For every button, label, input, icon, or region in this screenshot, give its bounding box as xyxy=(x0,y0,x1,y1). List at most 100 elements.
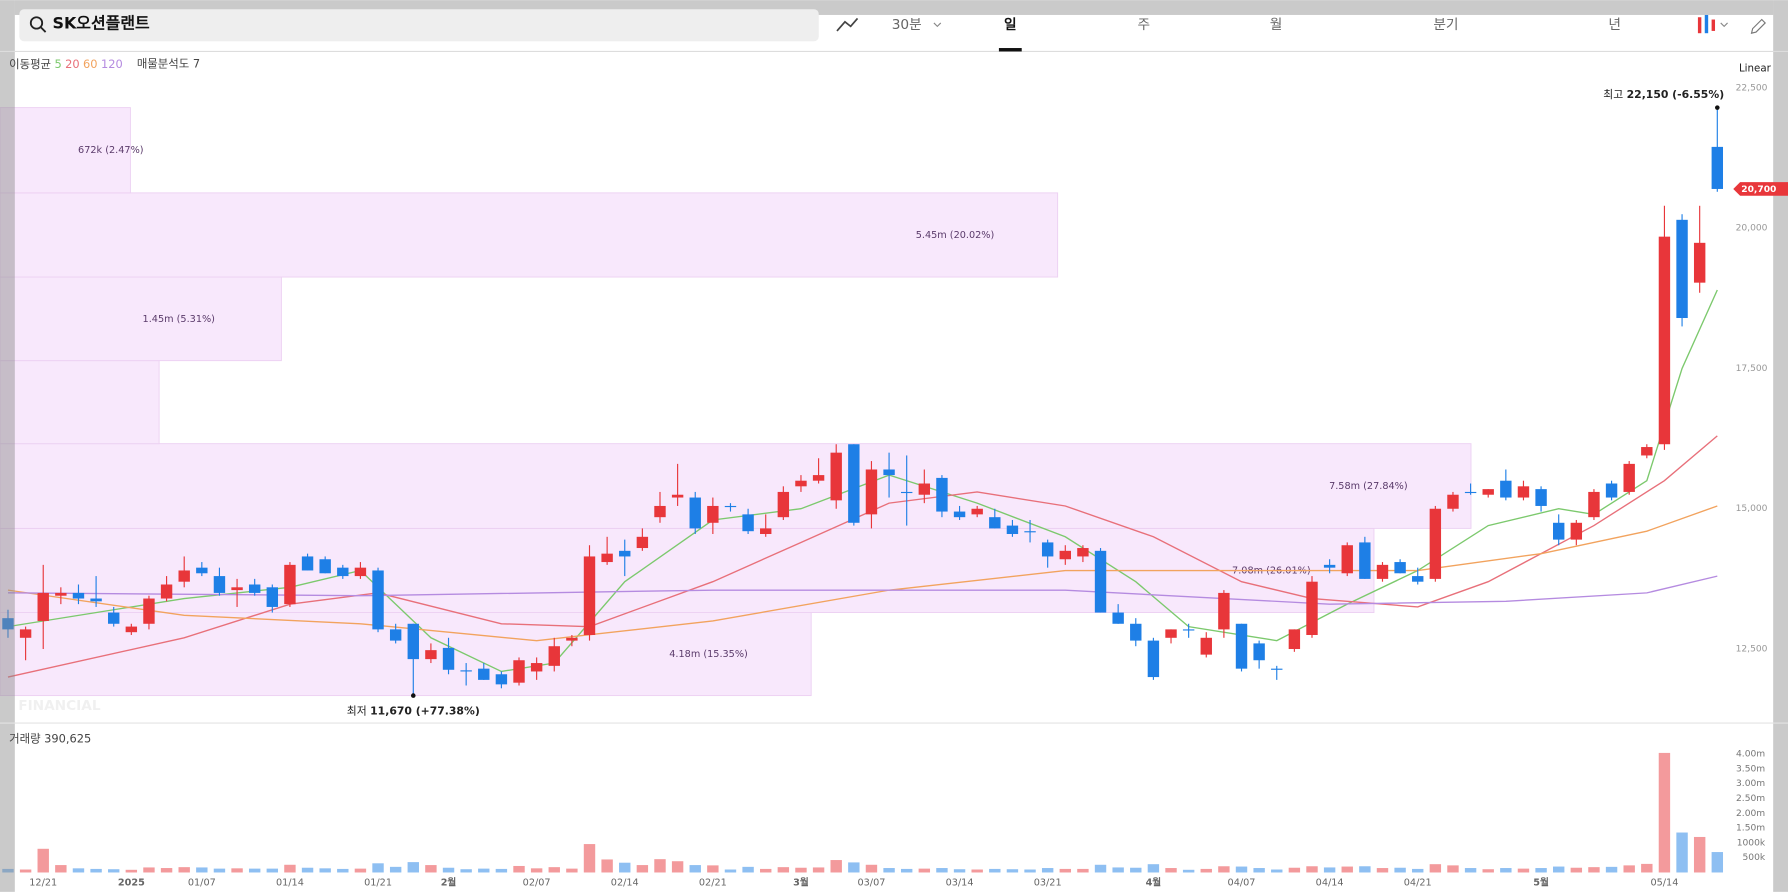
search-box[interactable] xyxy=(19,9,819,42)
candle-body xyxy=(37,592,49,621)
chart-type-icon[interactable] xyxy=(1711,19,1716,31)
profile-bar xyxy=(0,276,282,362)
volume-bar xyxy=(1464,868,1477,873)
candle-body xyxy=(1676,219,1688,319)
x-tick-label: 03/07 xyxy=(857,878,885,889)
candle-body xyxy=(953,511,966,518)
volume-bar xyxy=(337,868,349,873)
volume-bar xyxy=(196,867,208,873)
candle-body xyxy=(1535,489,1547,506)
volume-bar xyxy=(777,867,790,873)
candle-body xyxy=(108,612,120,624)
volume-bar xyxy=(160,868,173,873)
volume-tick-label: 3.00m xyxy=(1736,779,1765,789)
volume-bar xyxy=(460,869,472,873)
volume-bar xyxy=(1271,869,1283,873)
candle-body xyxy=(1464,491,1477,494)
chart-type-icon[interactable] xyxy=(1697,17,1702,34)
ma-legend[interactable]: 이동평균 5 20 60 120 xyxy=(9,56,123,70)
volume-bar xyxy=(830,860,842,873)
candle-body xyxy=(1359,542,1371,579)
candle-body xyxy=(707,505,719,523)
high-marker xyxy=(1715,105,1720,110)
candle-body xyxy=(830,452,842,501)
candle-body xyxy=(1429,508,1442,579)
volume-bar xyxy=(72,868,85,873)
profile-label: 5.45m (20.02%) xyxy=(916,230,995,241)
volume-bar xyxy=(1059,868,1071,873)
volume-bar xyxy=(37,848,49,873)
interval-select[interactable]: 30분 xyxy=(892,17,922,33)
volume-bar xyxy=(918,868,931,873)
candle-body xyxy=(284,564,296,605)
candle-body xyxy=(372,570,384,630)
candle-body xyxy=(1323,564,1336,568)
volume-bar xyxy=(1394,867,1406,873)
candle-body xyxy=(1412,576,1424,582)
volume-bar xyxy=(248,868,261,873)
volume-bar xyxy=(566,868,578,873)
period-tab[interactable]: 주 xyxy=(1137,17,1150,33)
volume-bar xyxy=(583,844,596,873)
profile-bar xyxy=(0,192,1059,278)
volume-bar xyxy=(530,868,543,873)
chart-type-icon[interactable] xyxy=(1704,14,1709,34)
volume-bar xyxy=(1253,868,1265,873)
candle-body xyxy=(1130,623,1142,641)
volume-bar xyxy=(1200,868,1212,873)
period-tab[interactable]: 일 xyxy=(1004,17,1017,33)
volume-bar xyxy=(1112,867,1124,873)
indicator-icon[interactable] xyxy=(836,17,859,32)
ma-legend-item: 5 xyxy=(54,56,61,70)
candle-body xyxy=(989,517,1001,529)
volume-tick-label: 3.50m xyxy=(1736,764,1765,774)
volume-bar xyxy=(1412,868,1424,873)
volume-bar xyxy=(760,868,772,873)
volume-bar xyxy=(354,868,367,873)
profile-bar xyxy=(0,360,160,445)
volume-legend[interactable]: 거래량 390,625 xyxy=(9,732,91,746)
candle-body xyxy=(671,494,684,498)
chevron xyxy=(1720,22,1728,28)
scale-mode[interactable]: Linear xyxy=(1739,63,1772,75)
candle-body xyxy=(812,475,825,481)
volume-bar xyxy=(372,863,384,873)
volume-bar xyxy=(989,868,1001,873)
period-tab[interactable]: 년 xyxy=(1608,17,1621,33)
search-text[interactable]: SK오션플랜트 xyxy=(52,14,150,33)
candle-body xyxy=(1288,629,1301,650)
profile-legend[interactable]: 매물분석도 7 xyxy=(137,56,200,70)
ma-legend-item: 20 xyxy=(65,56,79,70)
candle-body xyxy=(19,629,32,638)
x-tick-label: 04/07 xyxy=(1228,878,1256,889)
dim-strip xyxy=(1773,0,1788,892)
candle-body xyxy=(883,469,895,476)
candle-body xyxy=(55,592,67,596)
volume-bar xyxy=(442,867,455,873)
volume-bar xyxy=(1500,868,1512,873)
edit-icon[interactable] xyxy=(1750,18,1767,34)
period-tab[interactable]: 분기 xyxy=(1433,17,1458,33)
volume-bar xyxy=(513,865,525,873)
x-tick-label: 04/14 xyxy=(1316,878,1344,889)
volume-bar xyxy=(971,869,983,873)
candle-body xyxy=(900,491,913,494)
high-prefix: 최고 xyxy=(1603,88,1623,101)
volume-bar xyxy=(1641,863,1653,873)
candle-body xyxy=(460,670,472,672)
volume-tick-label: 4.00m xyxy=(1736,750,1765,760)
candle-body xyxy=(636,536,649,549)
candle-body xyxy=(407,623,419,660)
volume-bar xyxy=(1235,866,1248,873)
volume-bar xyxy=(724,869,737,873)
candle-body xyxy=(125,626,138,633)
low-label: 11,670 (+77.38%) xyxy=(370,705,480,718)
candle-body xyxy=(1024,531,1036,533)
period-tab[interactable]: 월 xyxy=(1270,17,1283,33)
candle-body xyxy=(566,637,578,641)
volume-bar xyxy=(1693,836,1706,873)
volume-bar xyxy=(1341,866,1353,873)
volume-bar xyxy=(671,861,684,873)
candle-body xyxy=(1588,491,1600,518)
candle-body xyxy=(760,528,772,535)
